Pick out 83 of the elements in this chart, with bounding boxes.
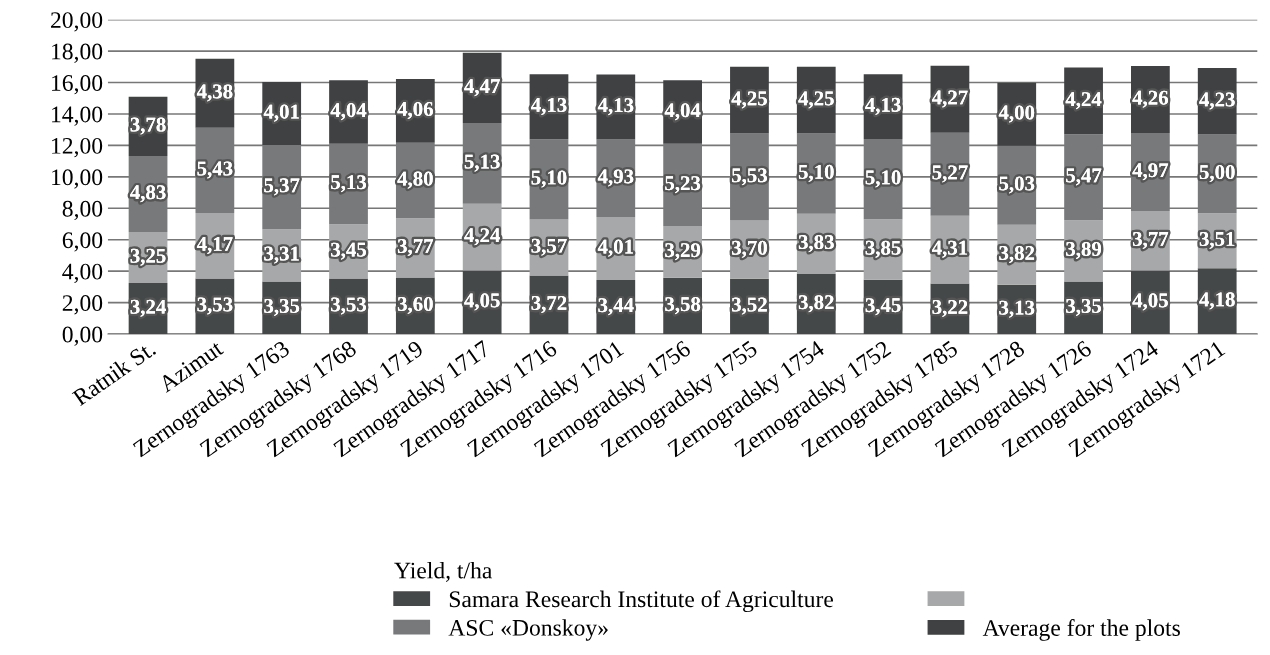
legend-label: Samara Research Institute of Agriculture xyxy=(449,590,833,613)
data-label: 4,93 xyxy=(597,169,634,187)
data-label: 3,57 xyxy=(531,238,567,256)
data-label: 4,25 xyxy=(798,91,834,109)
data-label: 3,29 xyxy=(665,243,701,261)
data-label: 4,24 xyxy=(1065,92,1102,110)
data-label: 4,18 xyxy=(1199,292,1235,310)
data-label: 3,25 xyxy=(130,248,166,266)
data-label: 3,45 xyxy=(865,298,901,316)
data-label: 3,45 xyxy=(331,242,366,260)
data-label: 3,31 xyxy=(264,246,299,264)
data-label: 4,27 xyxy=(931,90,968,108)
data-label: 4,06 xyxy=(397,101,433,120)
data-label: 3,35 xyxy=(264,298,300,316)
data-label: 3,82 xyxy=(798,295,834,313)
data-label: 3,53 xyxy=(331,297,367,315)
data-label: 4,47 xyxy=(464,79,500,97)
data-label: 5,43 xyxy=(197,161,233,179)
data-label: 4,80 xyxy=(397,171,433,189)
data-label: 5,27 xyxy=(932,165,968,183)
data-label: 3,35 xyxy=(1066,298,1102,316)
y-tick-label: 16,00 xyxy=(52,75,103,95)
legend-title: Yield, t/ha xyxy=(394,561,493,582)
data-label: 4,17 xyxy=(196,237,233,255)
data-label: 3,13 xyxy=(999,300,1035,318)
legend-label: Average for the plots xyxy=(982,619,1180,641)
y-tick-label: 0,00 xyxy=(62,326,103,346)
data-label: 4,26 xyxy=(1132,90,1168,108)
data-label: 3,51 xyxy=(1199,231,1235,249)
data-label: 5,13 xyxy=(331,175,367,193)
data-label: 3,77 xyxy=(1132,231,1169,249)
data-label: 5,10 xyxy=(798,164,834,182)
y-tick-label: 18,00 xyxy=(52,43,103,63)
data-label: 4,13 xyxy=(597,98,634,116)
y-tick-label: 6,00 xyxy=(62,232,103,252)
data-label: 5,10 xyxy=(531,170,567,188)
data-label: 5,13 xyxy=(464,154,500,172)
data-label: 5,53 xyxy=(732,168,767,186)
y-tick-label: 10,00 xyxy=(52,169,103,189)
data-label: 4,04 xyxy=(330,103,367,121)
data-label: 3,58 xyxy=(665,297,701,315)
data-label: 4,04 xyxy=(664,103,701,121)
data-label: 5,23 xyxy=(665,176,701,194)
data-label: 3,24 xyxy=(130,299,166,317)
y-tick-label: 20,00 xyxy=(51,12,103,32)
data-label: 4,97 xyxy=(1132,163,1169,181)
data-label: 3,89 xyxy=(1066,241,1102,260)
data-label: 3,60 xyxy=(397,296,433,314)
data-label: 4,05 xyxy=(464,293,500,311)
data-label: 5,03 xyxy=(999,176,1035,194)
data-label: 4,00 xyxy=(998,105,1035,123)
data-label: 4,23 xyxy=(1199,92,1235,110)
legend-label: ASC «Donskoy» xyxy=(448,619,608,641)
data-label: 4,13 xyxy=(865,97,901,115)
data-label: 3,83 xyxy=(798,235,834,253)
data-label: 3,78 xyxy=(130,117,166,135)
data-label: 3,85 xyxy=(865,240,901,258)
data-label: 4,25 xyxy=(731,91,767,109)
data-label: 3,77 xyxy=(397,239,434,257)
data-label: 4,31 xyxy=(931,240,968,258)
y-tick-label: 4,00 xyxy=(62,263,103,283)
y-tick-label: 12,00 xyxy=(52,137,103,158)
data-label: 3,53 xyxy=(197,297,233,315)
y-tick-label: 2,00 xyxy=(62,295,103,315)
data-label: 4,13 xyxy=(531,98,567,116)
data-label: 5,47 xyxy=(1066,168,1102,186)
y-tick-label: 8,00 xyxy=(62,200,103,221)
y-tick-label: 14,00 xyxy=(52,106,103,126)
data-label: 5,10 xyxy=(865,170,901,188)
data-label: 4,01 xyxy=(597,239,633,257)
data-label: 3,82 xyxy=(999,245,1035,264)
data-label: 3,52 xyxy=(732,297,767,315)
data-label: 4,38 xyxy=(196,84,233,102)
data-label: 4,24 xyxy=(464,228,500,246)
data-label: 4,05 xyxy=(1132,293,1168,311)
data-label: 4,83 xyxy=(130,185,166,203)
data-label: 5,37 xyxy=(264,178,300,196)
data-label: 3,70 xyxy=(732,240,767,258)
data-label: 5,00 xyxy=(1199,165,1235,183)
data-label: 3,22 xyxy=(932,299,968,317)
data-label: 4,01 xyxy=(263,104,299,122)
data-label: 3,72 xyxy=(531,296,567,314)
data-label: 3,44 xyxy=(598,298,634,316)
